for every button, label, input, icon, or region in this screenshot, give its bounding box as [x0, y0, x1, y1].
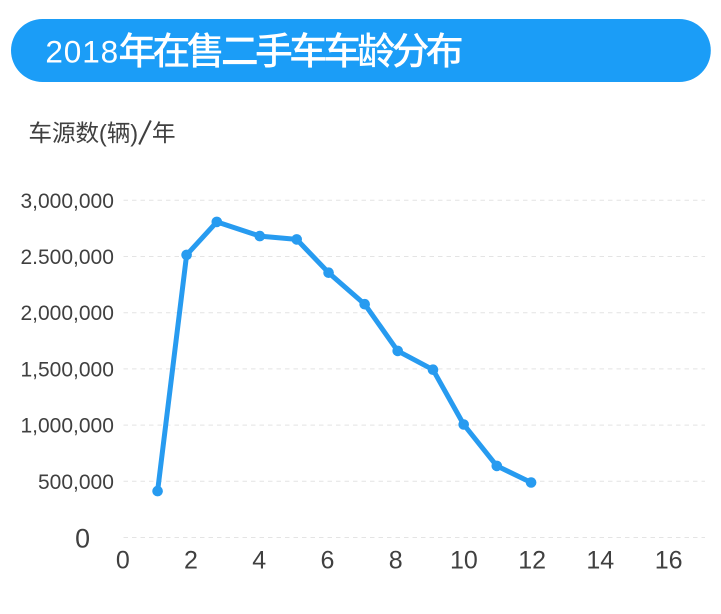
- svg-text:2.500,000: 2.500,000: [20, 246, 113, 269]
- svg-text:8: 8: [389, 547, 403, 575]
- svg-text:500,000: 500,000: [38, 471, 114, 494]
- svg-text:3,000,000: 3,000,000: [20, 190, 113, 213]
- svg-text:0: 0: [75, 524, 90, 554]
- svg-text:4: 4: [252, 547, 266, 575]
- svg-text:0: 0: [116, 547, 130, 575]
- svg-text:2,000,000: 2,000,000: [20, 302, 113, 325]
- svg-text:14: 14: [586, 547, 614, 575]
- svg-text:1,500,000: 1,500,000: [20, 358, 113, 381]
- svg-text:2: 2: [184, 547, 198, 575]
- svg-text:6: 6: [321, 547, 335, 575]
- svg-text:10: 10: [450, 547, 478, 575]
- svg-text:1,000,000: 1,000,000: [20, 415, 113, 438]
- svg-text:(: (: [99, 121, 107, 147]
- svg-text:12: 12: [518, 547, 546, 575]
- svg-text:): ): [130, 121, 138, 147]
- svg-text:16: 16: [655, 547, 683, 575]
- svg-text:2018: 2018: [45, 34, 119, 70]
